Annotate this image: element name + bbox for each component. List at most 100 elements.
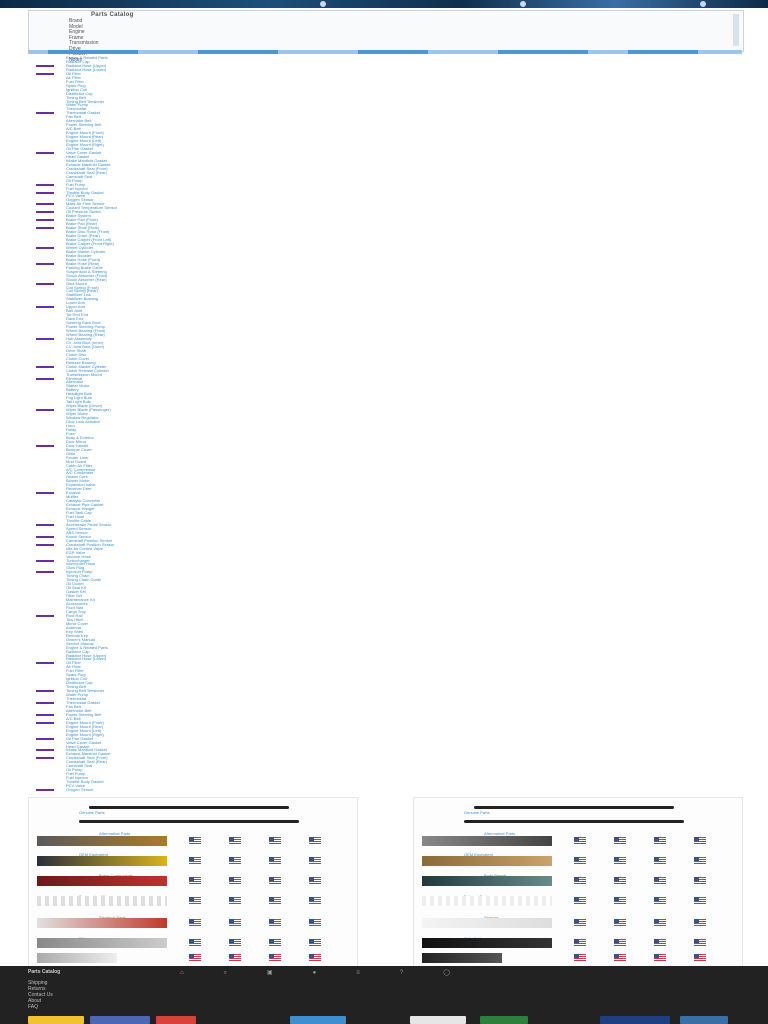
part-link[interactable]: Engine Mount (Left) xyxy=(66,727,102,733)
part-link[interactable]: Oil Seal Kit xyxy=(66,585,86,591)
list-item[interactable]: Exhaust xyxy=(36,490,736,495)
list-item[interactable]: Crankshaft Seal (Front) xyxy=(36,755,736,760)
part-link[interactable]: ABS Sensor xyxy=(66,529,88,535)
panel-caption[interactable]: OEM Equivalent xyxy=(464,852,493,857)
home-icon[interactable]: ⌂ xyxy=(180,970,224,976)
part-link[interactable]: Fog Light Bulb xyxy=(66,395,92,401)
part-link[interactable]: Camshaft Seal xyxy=(66,763,93,769)
tab-prices[interactable] xyxy=(498,50,588,54)
list-item[interactable]: Engine Mount (Rear) xyxy=(36,134,736,139)
part-link[interactable]: Fuel Pump xyxy=(66,181,86,187)
part-link[interactable]: Upper Arm xyxy=(66,304,86,310)
list-item[interactable]: Radiator Hose (Lower) xyxy=(36,67,736,72)
list-item[interactable]: Accessories xyxy=(36,601,736,606)
product-thumbnail[interactable] xyxy=(422,876,552,886)
part-link[interactable]: Coil Spring (Rear) xyxy=(66,288,99,294)
help-icon[interactable]: ? xyxy=(399,970,444,976)
list-item[interactable]: Brake Shoe (Rear) xyxy=(36,225,736,230)
list-item[interactable]: Engine Mount (Rear) xyxy=(36,724,736,729)
part-link[interactable]: Service Manual xyxy=(66,640,94,646)
part-link[interactable]: Oil Pressure Switch xyxy=(66,209,101,215)
part-link[interactable]: Oil Pan Gasket xyxy=(66,146,93,151)
part-link[interactable]: Crankshaft Seal (Rear) xyxy=(66,169,107,175)
list-item[interactable]: Brake Caliper (Front Right) xyxy=(36,241,736,246)
list-item[interactable]: Oil Cooler xyxy=(36,581,736,586)
list-item[interactable]: Radiator Hose (Lower) xyxy=(36,656,736,661)
list-item[interactable]: Timing Belt Tensioner xyxy=(36,99,736,104)
list-item[interactable]: Transmission Mount xyxy=(36,372,736,377)
list-item[interactable]: Wheel Bearing (Front) xyxy=(36,328,736,333)
footer-link[interactable]: Shipping xyxy=(28,980,48,986)
list-item[interactable]: Oil Pan Gasket xyxy=(36,735,736,741)
list-item[interactable]: Starter Motor xyxy=(36,383,736,389)
part-link[interactable]: Wiper Motor xyxy=(66,411,88,417)
list-item[interactable]: Wiper Blade (Driver) xyxy=(36,403,736,408)
part-link[interactable]: Thermostat xyxy=(66,696,87,702)
part-link[interactable]: PCV Valve xyxy=(66,783,86,789)
list-item[interactable]: Release Bearing xyxy=(36,360,736,365)
part-link[interactable]: Door Mirror xyxy=(66,438,87,444)
list-item[interactable]: Fender Liner xyxy=(36,455,736,460)
part-link[interactable]: Relay xyxy=(66,426,77,432)
part-link[interactable]: Distributor Cap xyxy=(66,680,93,686)
product-thumbnail[interactable] xyxy=(422,918,552,928)
panel-caption[interactable]: Sensors xyxy=(484,915,499,920)
part-link[interactable]: Cargo Tray xyxy=(66,608,86,614)
part-link[interactable]: Filter Set xyxy=(66,593,83,599)
list-item[interactable]: Oil Seal Kit xyxy=(36,585,736,591)
list-item[interactable]: Crankshaft Seal (Rear) xyxy=(36,759,736,764)
part-link[interactable]: Expansion Valve xyxy=(66,482,96,488)
list-item[interactable]: Engine Mount (Front) xyxy=(36,130,736,135)
list-item[interactable]: Valve Cover Gasket xyxy=(36,740,736,745)
part-link[interactable]: Bumper Cover xyxy=(66,446,92,452)
part-link[interactable]: Injection Pump xyxy=(66,569,93,575)
list-item[interactable]: Door Mirror xyxy=(36,438,736,444)
panel-caption[interactable]: Aftermarket Parts xyxy=(99,831,131,836)
part-link[interactable]: Radiator Cap xyxy=(66,648,90,654)
list-item[interactable]: Coolant Temperature Sensor xyxy=(36,205,736,210)
part-link[interactable]: A/C Belt xyxy=(66,126,81,132)
panel-caption[interactable]: Genuine Parts xyxy=(79,810,105,815)
product-thumbnail[interactable] xyxy=(422,896,552,906)
footer-link[interactable]: FAQ xyxy=(28,1004,39,1010)
list-item[interactable]: Floor Mat xyxy=(36,605,736,610)
part-link[interactable]: Exhaust Manifold Gasket xyxy=(66,161,111,167)
list-item[interactable]: Remote Key xyxy=(36,633,736,638)
list-item[interactable]: Brake Pad (Front) xyxy=(36,217,736,222)
part-link[interactable]: Camshaft Seal xyxy=(66,173,93,179)
user-icon[interactable]: ● xyxy=(312,970,357,976)
list-item[interactable]: Headlight Bulb xyxy=(36,391,736,396)
part-link[interactable]: Alternator Belt xyxy=(66,707,92,713)
part-link[interactable]: Owner's Manual xyxy=(66,636,95,642)
part-link[interactable]: Valve Cover Gasket xyxy=(66,149,102,155)
part-link[interactable]: Stabilizer Bushing xyxy=(66,296,99,302)
part-link[interactable]: Oil Pan Gasket xyxy=(66,735,93,741)
list-item[interactable]: Air Filter xyxy=(36,664,736,669)
list-item[interactable]: Throttle Body Gasket xyxy=(36,779,736,784)
list-item[interactable]: Fan Belt xyxy=(36,704,736,709)
part-link[interactable]: Starter Motor xyxy=(66,383,90,389)
part-link[interactable]: Strut Mount xyxy=(66,280,87,286)
list-item[interactable]: Mass Air Flow Sensor xyxy=(36,201,736,206)
product-thumbnail[interactable] xyxy=(422,953,502,963)
part-link[interactable]: Electrical xyxy=(66,375,83,381)
list-item[interactable]: Timing Chain Guide xyxy=(36,577,736,582)
list-item[interactable]: Fuel Filter xyxy=(36,78,736,84)
part-link[interactable]: Catalytic Converter xyxy=(66,498,101,504)
part-link[interactable]: Receiver Drier xyxy=(66,486,92,492)
product-thumbnail[interactable] xyxy=(37,953,117,963)
list-item[interactable]: Fuse xyxy=(36,431,736,436)
part-link[interactable]: Body & Exterior xyxy=(66,434,94,440)
list-item[interactable]: Tail Light Bulb xyxy=(36,399,736,404)
part-link[interactable]: Fuel Filter xyxy=(66,78,84,84)
part-link[interactable]: Wheel Bearing (Rear) xyxy=(66,331,105,337)
list-item[interactable]: Camshaft Seal xyxy=(36,173,736,179)
part-link[interactable]: Key Shell xyxy=(66,628,83,634)
list-item[interactable]: Fog Light Bulb xyxy=(36,395,736,401)
part-link[interactable]: Timing Belt xyxy=(66,94,86,100)
part-link[interactable]: Clutch Release Cylinder xyxy=(66,367,109,373)
part-link[interactable]: Throttle Body Gasket xyxy=(66,189,104,195)
cart-icon[interactable]: ▣ xyxy=(267,970,313,976)
list-item[interactable]: Engine Mount (Right) xyxy=(36,732,736,737)
list-item[interactable]: Spark Plug xyxy=(36,672,736,677)
